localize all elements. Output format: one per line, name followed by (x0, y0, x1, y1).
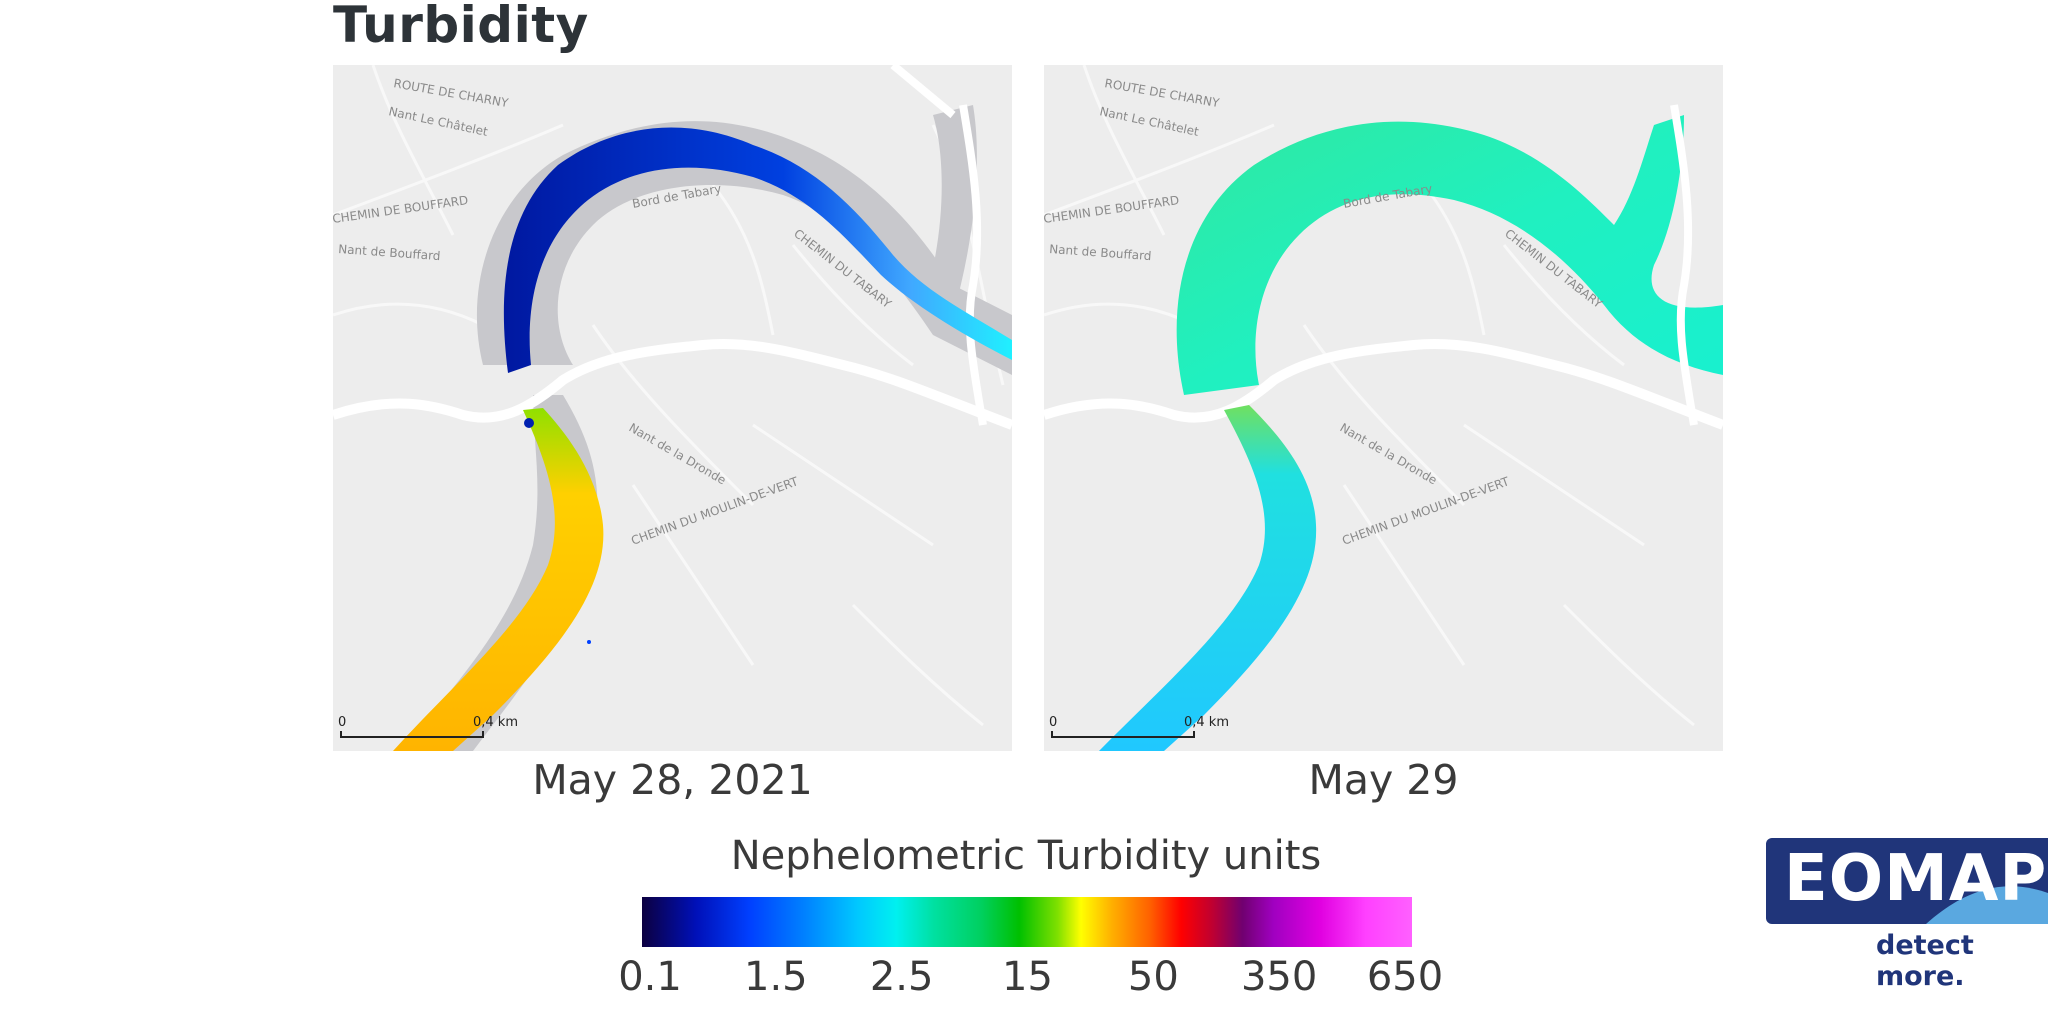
logo-tagline: detect more. (1876, 930, 1974, 992)
legend-tick-label: 650 (1366, 954, 1444, 1000)
turbidity-map-may-29: ROUTE DE CHARNY Nant Le Châtelet CHEMIN … (1044, 65, 1723, 751)
river-upper-turbidity (503, 127, 1012, 373)
turbidity-point (587, 640, 591, 644)
scale-start-right: 0 (1049, 715, 1057, 730)
legend-tick-label: 1.5 (744, 954, 808, 1000)
label-nant-de-la-dronde: Nant de la Dronde (627, 420, 729, 487)
scale-bar: 0 0,4 km (338, 715, 518, 738)
scale-end-right: 0,4 km (1184, 715, 1229, 730)
logo-wave (1926, 886, 2048, 924)
scale-bar-right: 0 0,4 km (1049, 715, 1229, 738)
map-date-left: May 28, 2021 (532, 756, 813, 804)
legend-tick-label: 350 (1240, 954, 1318, 1000)
legend-tick-label: 0.1 (618, 954, 682, 1000)
label-nant-de-la-dronde-right: Nant de la Dronde (1338, 420, 1440, 487)
legend-tick-label: 50 (1127, 954, 1179, 1000)
north-road (890, 65, 956, 119)
label-chemin-du-moulin-de-vert: CHEMIN DU MOULIN-DE-VERT (629, 474, 800, 548)
scale-end: 0,4 km (473, 715, 518, 730)
turbidity-map-may-28: ROUTE DE CHARNY Nant Le Châtelet CHEMIN … (333, 65, 1012, 751)
map-canvas-left: ROUTE DE CHARNY Nant Le Châtelet CHEMIN … (333, 65, 1012, 751)
river-upper-turbidity-right (1176, 115, 1723, 395)
logo-text: EOMAP (1784, 842, 2048, 916)
bridge-road (959, 104, 987, 426)
label-chemin-de-bouffard: CHEMIN DE BOUFFARD (333, 193, 469, 226)
main-road-right (1044, 339, 1723, 430)
turbidity-hotspot (524, 418, 534, 428)
turbidity-colorbar (642, 897, 1412, 947)
map-canvas-right: ROUTE DE CHARNY Nant Le Châtelet CHEMIN … (1044, 65, 1723, 751)
label-route-de-charny-right: ROUTE DE CHARNY (1103, 76, 1221, 110)
legend-tick-label: 2.5 (869, 954, 934, 1000)
minor-streets-right (1044, 65, 1695, 727)
scale-start: 0 (338, 715, 346, 730)
label-route-de-charny: ROUTE DE CHARNY (392, 76, 510, 110)
tributary-bank (923, 105, 977, 315)
label-chemin-du-moulin-de-vert-right: CHEMIN DU MOULIN-DE-VERT (1340, 474, 1511, 548)
map-date-right: May 29 (1308, 756, 1459, 804)
label-nant-de-bouffard: Nant de Bouffard (338, 242, 441, 263)
bridge-road-right (1670, 104, 1698, 426)
river-lower-turbidity-right (1099, 405, 1317, 751)
main-road (333, 339, 1012, 430)
label-nant-de-bouffard-right: Nant de Bouffard (1049, 242, 1152, 263)
legend-title: Nephelometric Turbidity units (730, 833, 1322, 879)
legend-tick-label: 15 (1002, 954, 1053, 1000)
page-title: Turbidity (333, 0, 589, 54)
eomap-logo: EOMAP (1766, 838, 2048, 924)
river-lower-turbidity (393, 408, 604, 751)
river-bank-lower (403, 395, 598, 751)
label-chemin-de-bouffard-right: CHEMIN DE BOUFFARD (1044, 193, 1180, 226)
